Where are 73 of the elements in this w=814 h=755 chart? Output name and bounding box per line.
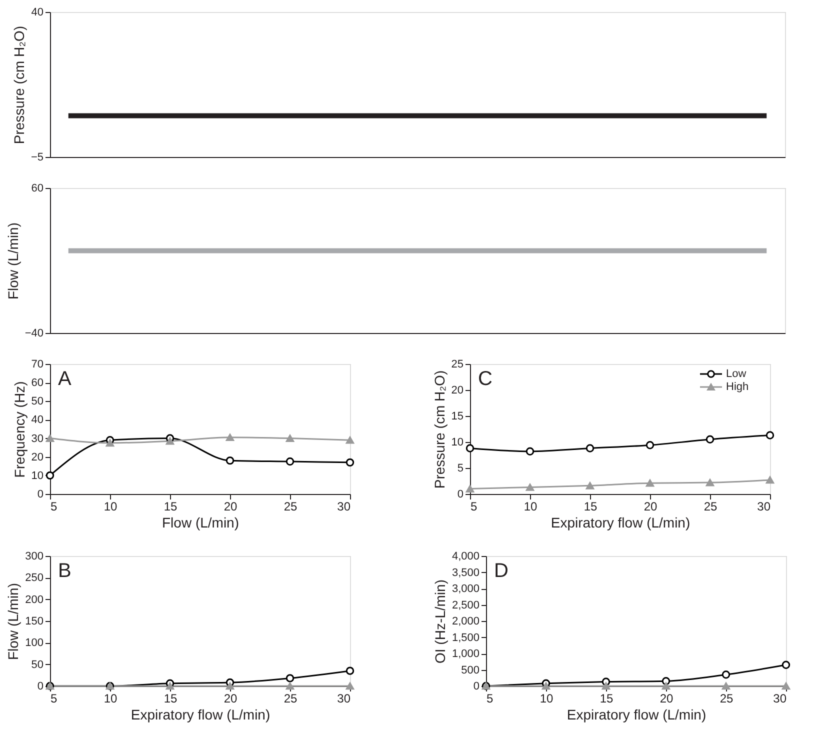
y-tick-label: 500 <box>461 664 480 676</box>
x-axis-title: Flow (L/min) <box>162 514 240 530</box>
x-tick-label: 20 <box>644 500 658 514</box>
x-tick-label: 30 <box>337 500 351 514</box>
x-tick-label: 30 <box>337 692 351 706</box>
y-tick-label: 300 <box>25 550 44 562</box>
legend-label: High <box>726 381 749 393</box>
y-tick-label: 2,500 <box>452 599 480 612</box>
y-tick-label: 70 <box>31 358 44 370</box>
annotation: D <box>494 560 508 582</box>
y-tick-label: 0 <box>457 488 464 500</box>
y-tick-label: 3,500 <box>452 566 480 579</box>
annotation: B <box>58 560 72 582</box>
x-tick-label: 20 <box>660 692 674 706</box>
x-tick-label: 15 <box>584 500 598 514</box>
annotation: A <box>58 368 72 390</box>
x-tick-label: 25 <box>284 692 298 706</box>
y-axis-title: Pressure (cm H₂O) <box>10 26 27 144</box>
x-tick-label: 10 <box>104 500 118 514</box>
y-tick-label: 40 <box>31 414 44 426</box>
x-tick-label: 15 <box>600 692 614 706</box>
x-tick-label: 10 <box>104 692 118 706</box>
x-axis-title: Expiratory flow (L/min) <box>550 514 690 530</box>
y-tick-label: −40 <box>24 328 44 340</box>
y-tick-label: 5 <box>457 462 464 474</box>
y-tick-label: 25 <box>451 358 464 370</box>
y-tick-label: 20 <box>31 451 44 464</box>
y-tick-label: 100 <box>25 637 44 650</box>
y-tick-label: 30 <box>31 432 44 445</box>
y-tick-label: 200 <box>25 594 44 606</box>
y-tick-label: 150 <box>25 616 44 628</box>
y-tick-label: 0 <box>473 680 480 692</box>
y-tick-label: 20 <box>451 384 464 396</box>
y-axis-title: OI (Hz-L/min) <box>432 580 448 664</box>
x-tick-label: 30 <box>757 500 771 514</box>
y-tick-label: 250 <box>25 572 44 584</box>
y-tick-label: 0 <box>37 488 44 500</box>
y-tick-label: 2,000 <box>452 616 480 628</box>
y-tick-label: 50 <box>31 396 44 408</box>
y-tick-label: 3,000 <box>452 583 480 595</box>
x-tick-label: 25 <box>704 500 718 514</box>
y-axis-title: Frequency (Hz) <box>11 381 28 478</box>
y-tick-label: 0 <box>37 680 44 692</box>
y-tick-label: 50 <box>31 658 44 671</box>
x-tick-label: 5 <box>486 692 494 706</box>
x-tick-label: 10 <box>540 692 554 706</box>
y-tick-label: 4,000 <box>452 550 480 562</box>
x-tick-label: 10 <box>524 500 538 514</box>
x-tick-label: 20 <box>224 692 238 706</box>
y-tick-label: 40 <box>31 6 44 18</box>
x-axis-title: Expiratory flow (L/min) <box>566 706 706 722</box>
legend-label: Low <box>726 368 746 380</box>
x-tick-label: 5 <box>50 500 58 514</box>
x-tick-label: 30 <box>773 692 787 706</box>
y-tick-label: 1,500 <box>452 632 480 644</box>
annotation: C <box>478 368 492 390</box>
y-axis-title: Flow (L/min) <box>4 222 21 300</box>
y-tick-label: −5 <box>30 152 44 164</box>
x-tick-label: 25 <box>720 692 734 706</box>
y-tick-label: 10 <box>451 436 464 448</box>
y-tick-label: 60 <box>31 182 44 194</box>
x-tick-label: 15 <box>164 692 178 706</box>
x-axis-title: Expiratory flow (L/min) <box>130 706 270 722</box>
y-axis-title: Pressure (cm H₂O) <box>431 370 448 489</box>
x-tick-label: 20 <box>224 500 238 514</box>
y-tick-label: 60 <box>31 377 44 390</box>
y-tick-label: 15 <box>451 410 464 422</box>
x-tick-label: 5 <box>50 692 58 706</box>
x-tick-label: 15 <box>164 500 178 514</box>
y-axis-title: Flow (L/min) <box>5 582 22 660</box>
y-tick-label: 1,000 <box>452 648 480 660</box>
y-tick-label: 10 <box>31 470 44 482</box>
x-tick-label: 25 <box>284 500 298 514</box>
